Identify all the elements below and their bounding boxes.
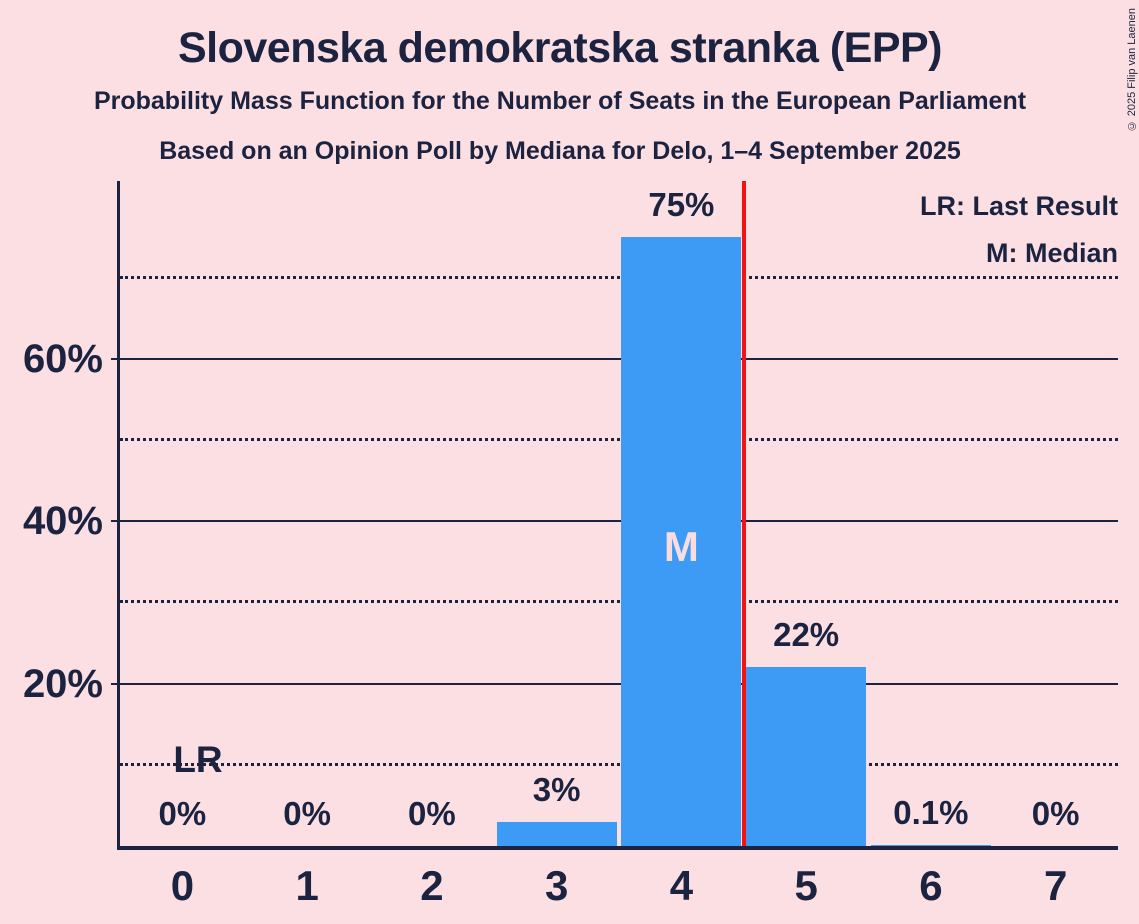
legend-median-label: M: Median: [986, 238, 1118, 268]
x-tick-label-6: 6: [919, 862, 943, 909]
bar-value-label-5: 22%: [773, 616, 840, 654]
bar-value-label-2: 0%: [408, 795, 456, 832]
subtitle-poll: Based on an Opinion Poll by Mediana for …: [159, 137, 961, 165]
bar-seats-6: [870, 845, 991, 846]
bar-value-label-4: 75%: [648, 186, 715, 223]
bar-value-label-6: 0.1%: [893, 794, 969, 832]
gridline-minor-10pct: [120, 762, 1118, 766]
x-axis-labels: 0 1 2 3 4 5 6 7: [120, 862, 1118, 912]
gridline-major-60pct: [111, 357, 1118, 360]
page-title: Slovenska demokratska stranka (EPP): [177, 24, 943, 72]
gridline-minor-50pct: [120, 438, 1118, 441]
bar-value-label-1: 0%: [283, 795, 331, 832]
gridline-major-40pct: [111, 520, 1118, 523]
bar-value-label-0: 0%: [158, 795, 207, 832]
x-tick-label-3: 3: [544, 862, 569, 909]
bar-value-label-3: 3%: [532, 770, 581, 808]
x-tick-label-0: 0: [170, 862, 195, 909]
median-marker: M: [663, 523, 699, 570]
copyright-text: © 2025 Filip van Laenen: [1126, 8, 1138, 132]
x-tick-label-1: 1: [295, 862, 319, 909]
subtitle-pmf: Probability Mass Function for the Number…: [93, 87, 1027, 115]
bar-value-label-7: 0%: [1031, 795, 1080, 832]
plot-area: 20% 40% 60% 0% 0% 0% 3% 75% 22% 0.1% 0% M LR: [23, 181, 1118, 850]
y-tick-label: 20%: [22, 661, 103, 706]
gridline-major-20pct: [111, 682, 1118, 685]
legend: LR: Last Result M: Median: [920, 183, 1118, 277]
bar-seats-4: [621, 237, 742, 846]
x-tick-label-4: 4: [669, 862, 694, 909]
y-tick-label: 60%: [22, 336, 103, 381]
gridline-minor-30pct: [120, 600, 1118, 604]
last-result-label: LR: [173, 739, 223, 780]
legend-last-result-label: LR: Last Result: [919, 191, 1118, 221]
x-tick-label-5: 5: [794, 862, 818, 909]
bar-seats-3: [496, 821, 617, 846]
x-tick-label-7: 7: [1043, 862, 1068, 909]
x-tick-label-2: 2: [420, 862, 444, 909]
bar-seats-5: [746, 667, 867, 846]
y-tick-label: 40%: [22, 499, 103, 544]
gridline-minor-70pct: [120, 275, 1118, 279]
last-result-line: [741, 181, 746, 846]
